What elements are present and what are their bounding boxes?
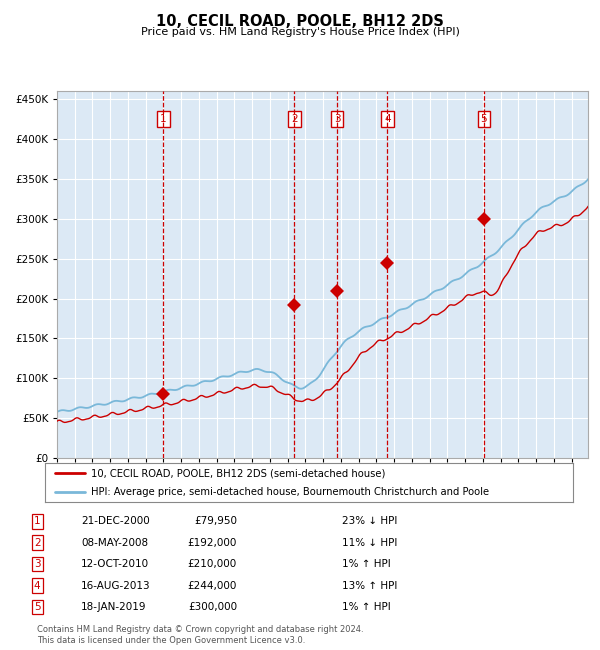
- Text: 1: 1: [160, 114, 167, 124]
- Text: 08-MAY-2008: 08-MAY-2008: [81, 538, 148, 548]
- Text: 4: 4: [384, 114, 391, 124]
- Text: 23% ↓ HPI: 23% ↓ HPI: [342, 516, 397, 526]
- Text: 5: 5: [481, 114, 487, 124]
- Text: 10, CECIL ROAD, POOLE, BH12 2DS: 10, CECIL ROAD, POOLE, BH12 2DS: [156, 14, 444, 29]
- Text: 1% ↑ HPI: 1% ↑ HPI: [342, 559, 391, 569]
- Text: 11% ↓ HPI: 11% ↓ HPI: [342, 538, 397, 548]
- Text: 3: 3: [34, 559, 41, 569]
- Text: £300,000: £300,000: [188, 602, 237, 612]
- Text: Price paid vs. HM Land Registry's House Price Index (HPI): Price paid vs. HM Land Registry's House …: [140, 27, 460, 37]
- Text: 10, CECIL ROAD, POOLE, BH12 2DS (semi-detached house): 10, CECIL ROAD, POOLE, BH12 2DS (semi-de…: [91, 469, 386, 478]
- Text: 1% ↑ HPI: 1% ↑ HPI: [342, 602, 391, 612]
- Text: 5: 5: [34, 602, 41, 612]
- Text: 21-DEC-2000: 21-DEC-2000: [81, 516, 150, 526]
- Text: £192,000: £192,000: [188, 538, 237, 548]
- Text: £244,000: £244,000: [188, 580, 237, 591]
- Text: 1: 1: [34, 516, 41, 526]
- Text: Contains HM Land Registry data © Crown copyright and database right 2024.
This d: Contains HM Land Registry data © Crown c…: [37, 625, 364, 645]
- Text: 2: 2: [34, 538, 41, 548]
- Text: £210,000: £210,000: [188, 559, 237, 569]
- Text: 16-AUG-2013: 16-AUG-2013: [81, 580, 151, 591]
- Text: 12-OCT-2010: 12-OCT-2010: [81, 559, 149, 569]
- Text: 3: 3: [334, 114, 340, 124]
- Text: HPI: Average price, semi-detached house, Bournemouth Christchurch and Poole: HPI: Average price, semi-detached house,…: [91, 487, 490, 497]
- Text: 18-JAN-2019: 18-JAN-2019: [81, 602, 146, 612]
- Text: 13% ↑ HPI: 13% ↑ HPI: [342, 580, 397, 591]
- Text: 2: 2: [291, 114, 298, 124]
- Text: 4: 4: [34, 580, 41, 591]
- Text: £79,950: £79,950: [194, 516, 237, 526]
